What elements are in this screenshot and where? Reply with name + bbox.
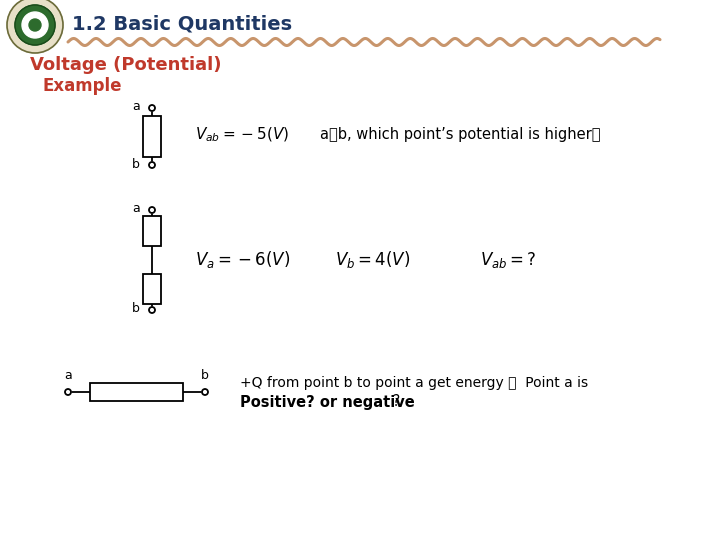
Circle shape [149, 162, 155, 168]
Text: ?: ? [388, 395, 400, 409]
Text: $V_{ab}=?$: $V_{ab}=?$ [480, 250, 536, 270]
Text: a: a [132, 202, 140, 215]
Text: b: b [132, 158, 140, 171]
Bar [90, 383, 183, 401]
Circle shape [7, 0, 63, 53]
Text: +Q from point b to point a get energy ，  Point a is: +Q from point b to point a get energy ， … [240, 376, 588, 390]
Bar [143, 116, 161, 157]
Circle shape [149, 105, 155, 111]
Text: Voltage (Potential): Voltage (Potential) [30, 56, 222, 74]
Circle shape [149, 307, 155, 313]
Circle shape [15, 5, 55, 45]
Circle shape [22, 12, 48, 38]
Text: a: a [132, 100, 140, 113]
Text: a、b, which point’s potential is higher？: a、b, which point’s potential is higher？ [320, 127, 600, 142]
Circle shape [149, 207, 155, 213]
Text: $V_a=-6(V)$: $V_a=-6(V)$ [195, 249, 290, 271]
Bar [143, 216, 161, 246]
Text: $V_{ab}=-5(V)$: $V_{ab}=-5(V)$ [195, 125, 289, 144]
Text: Positive? or negative: Positive? or negative [240, 395, 415, 409]
Text: b: b [201, 369, 209, 382]
Text: b: b [132, 302, 140, 315]
Bar [143, 274, 161, 304]
Text: Example: Example [42, 77, 122, 95]
Circle shape [29, 19, 41, 31]
Text: a: a [64, 369, 72, 382]
Circle shape [65, 389, 71, 395]
Text: 1.2 Basic Quantities: 1.2 Basic Quantities [72, 15, 292, 33]
Circle shape [202, 389, 208, 395]
Text: $V_b=4(V)$: $V_b=4(V)$ [335, 249, 410, 271]
